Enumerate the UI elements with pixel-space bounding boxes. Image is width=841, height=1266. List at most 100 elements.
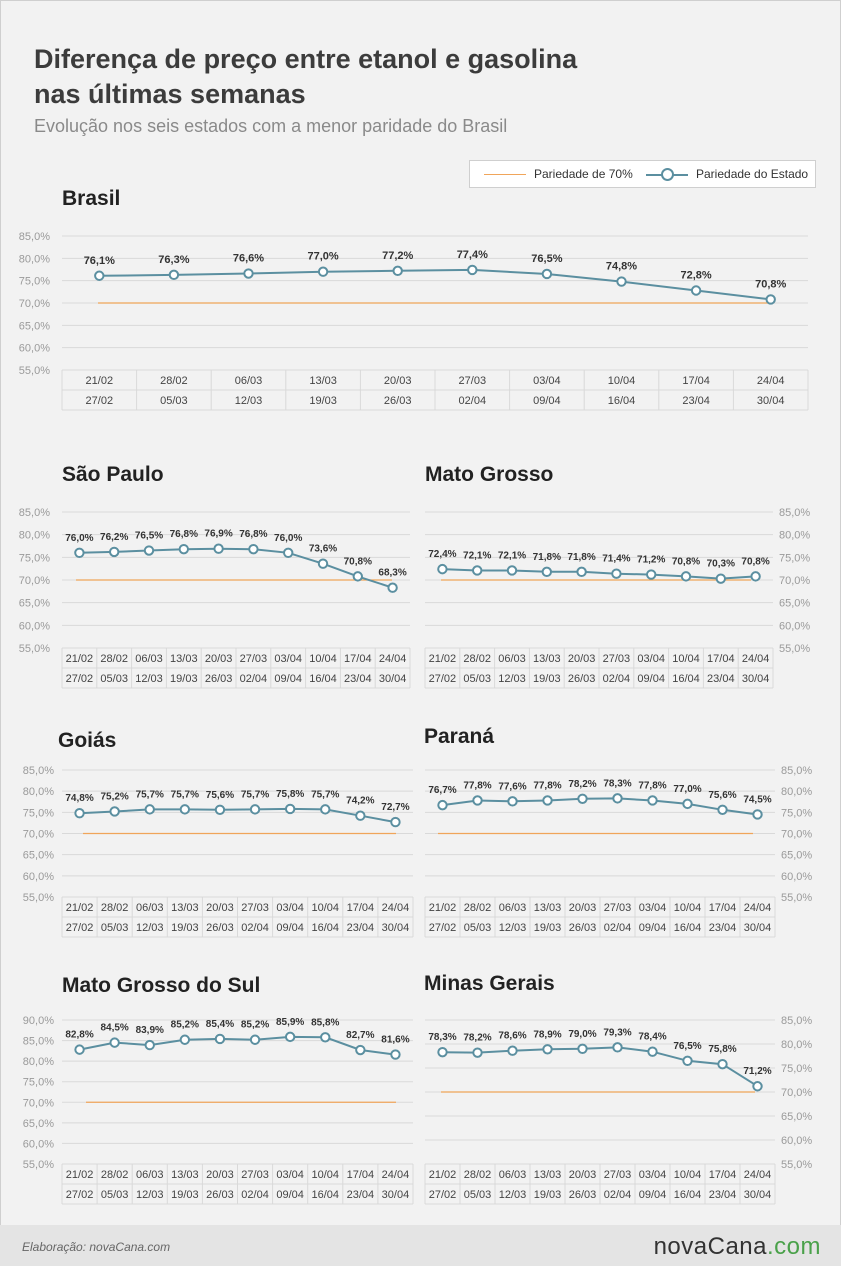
x-tick-start-sao-paulo: 20/03 xyxy=(205,653,233,665)
data-label-minas-gerais: 71,2% xyxy=(743,1066,771,1077)
x-tick-start-mato-grosso-do-sul: 17/04 xyxy=(347,1169,375,1181)
x-tick-end-goias: 30/04 xyxy=(382,922,410,934)
data-label-sao-paulo: 68,3% xyxy=(378,568,406,579)
x-tick-start-brasil: 20/03 xyxy=(384,375,412,387)
legend-reference-label: Pariedade de 70% xyxy=(534,167,633,181)
x-tick-end-mato-grosso-do-sul: 02/04 xyxy=(241,1189,269,1201)
x-tick-start-mato-grosso: 13/03 xyxy=(533,653,561,665)
x-tick-start-goias: 13/03 xyxy=(171,902,199,914)
x-tick-end-goias: 19/03 xyxy=(171,922,199,934)
x-tick-start-brasil: 28/02 xyxy=(160,375,188,387)
data-point-mato-grosso-do-sul xyxy=(320,1032,331,1043)
x-tick-start-mato-grosso: 03/04 xyxy=(637,653,665,665)
x-tick-end-sao-paulo: 26/03 xyxy=(205,673,233,685)
data-label-sao-paulo: 76,8% xyxy=(170,529,198,540)
x-tick-end-mato-grosso: 02/04 xyxy=(603,673,631,685)
y-tick-label-parana: 70,0% xyxy=(781,829,812,841)
x-tick-start-mato-grosso: 10/04 xyxy=(672,653,700,665)
x-tick-start-mato-grosso-do-sul: 10/04 xyxy=(311,1169,339,1181)
chart-title-mato-grosso-do-sul: Mato Grosso do Sul xyxy=(62,974,261,997)
data-label-mato-grosso: 72,1% xyxy=(498,550,526,561)
x-tick-start-sao-paulo: 28/02 xyxy=(100,653,128,665)
x-tick-end-parana: 09/04 xyxy=(639,922,667,934)
series-line-sao-paulo xyxy=(79,547,393,589)
x-tick-end-brasil: 09/04 xyxy=(533,395,561,407)
y-tick-label-goias: 55,0% xyxy=(23,892,54,904)
data-point-mato-grosso-do-sul xyxy=(109,1037,120,1048)
data-point-mato-grosso xyxy=(646,569,657,580)
data-point-brasil xyxy=(541,268,553,280)
x-tick-start-mato-grosso-do-sul: 20/03 xyxy=(206,1169,234,1181)
data-label-goias: 74,2% xyxy=(346,796,374,807)
y-tick-label-goias: 70,0% xyxy=(23,829,54,841)
x-tick-end-parana: 23/04 xyxy=(709,922,737,934)
y-tick-label-parana: 85,0% xyxy=(781,765,812,777)
x-tick-end-mato-grosso: 23/04 xyxy=(707,673,735,685)
data-label-goias: 72,7% xyxy=(381,802,409,813)
data-point-mato-grosso-do-sul xyxy=(74,1044,85,1055)
data-point-mato-grosso-do-sul xyxy=(179,1034,191,1045)
data-point-sao-paulo xyxy=(248,543,259,555)
data-point-mato-grosso-do-sul xyxy=(355,1044,366,1056)
data-label-minas-gerais: 78,6% xyxy=(498,1031,526,1042)
data-point-mato-grosso xyxy=(506,565,518,576)
y-tick-label-brasil: 85,0% xyxy=(19,231,50,243)
data-point-minas-gerais xyxy=(437,1046,448,1058)
data-label-minas-gerais: 78,4% xyxy=(638,1032,666,1043)
y-tick-label-minas-gerais: 60,0% xyxy=(781,1135,812,1147)
x-tick-end-parana: 05/03 xyxy=(464,922,492,934)
data-point-parana xyxy=(647,795,658,806)
x-tick-end-mato-grosso-do-sul: 23/04 xyxy=(347,1189,375,1201)
data-label-parana: 77,8% xyxy=(638,780,666,791)
data-label-brasil: 76,6% xyxy=(233,253,264,265)
x-tick-end-parana: 16/04 xyxy=(674,922,702,934)
chart-title-sao-paulo: São Paulo xyxy=(62,463,164,486)
series-line-mato-grosso xyxy=(442,568,756,580)
y-tick-label-minas-gerais: 85,0% xyxy=(781,1015,812,1027)
x-tick-start-parana: 24/04 xyxy=(744,902,772,914)
data-point-sao-paulo xyxy=(143,545,155,556)
data-point-sao-paulo xyxy=(213,543,224,554)
data-label-mato-grosso: 71,8% xyxy=(567,552,595,563)
data-label-mato-grosso-do-sul: 84,5% xyxy=(100,1023,128,1034)
data-label-parana: 77,6% xyxy=(498,781,526,792)
y-tick-label-minas-gerais: 75,0% xyxy=(781,1063,812,1075)
y-tick-label-mato-grosso: 70,0% xyxy=(779,575,810,587)
x-tick-end-mato-grosso-do-sul: 19/03 xyxy=(171,1189,199,1201)
data-point-sao-paulo xyxy=(74,547,85,558)
x-tick-start-goias: 06/03 xyxy=(136,902,164,914)
y-tick-label-mato-grosso-do-sul: 55,0% xyxy=(23,1159,54,1171)
x-tick-end-mato-grosso: 05/03 xyxy=(463,673,491,685)
data-label-mato-grosso: 71,4% xyxy=(602,554,630,565)
x-tick-end-mato-grosso: 26/03 xyxy=(568,673,596,685)
x-tick-end-minas-gerais: 27/02 xyxy=(429,1189,457,1201)
y-tick-label-goias: 85,0% xyxy=(23,765,54,777)
x-tick-end-goias: 09/04 xyxy=(276,922,304,934)
data-label-mato-grosso: 72,4% xyxy=(428,549,456,560)
chart-title-brasil: Brasil xyxy=(62,187,121,210)
data-point-parana xyxy=(507,796,518,807)
footer-credit: Elaboração: novaCana.com xyxy=(22,1240,171,1254)
data-label-mato-grosso-do-sul: 85,2% xyxy=(171,1020,199,1031)
y-tick-label-parana: 65,0% xyxy=(781,850,812,862)
x-tick-end-sao-paulo: 27/02 xyxy=(66,673,94,685)
y-tick-label-minas-gerais: 55,0% xyxy=(781,1159,812,1171)
y-tick-label-mato-grosso-do-sul: 60,0% xyxy=(23,1138,54,1150)
data-point-goias xyxy=(320,804,331,815)
y-tick-label-goias: 75,0% xyxy=(23,807,54,819)
data-point-minas-gerais xyxy=(752,1081,763,1092)
data-point-mato-grosso-do-sul xyxy=(144,1039,155,1051)
y-tick-label-goias: 80,0% xyxy=(23,786,54,798)
x-tick-end-brasil: 12/03 xyxy=(235,395,263,407)
x-tick-end-parana: 26/03 xyxy=(569,922,597,934)
data-point-mato-grosso xyxy=(611,568,622,579)
x-tick-end-goias: 23/04 xyxy=(347,922,375,934)
data-label-goias: 75,2% xyxy=(100,791,128,802)
data-point-parana xyxy=(472,795,483,806)
data-point-mato-grosso-do-sul xyxy=(284,1031,296,1043)
y-tick-label-brasil: 65,0% xyxy=(19,320,50,332)
x-tick-start-sao-paulo: 21/02 xyxy=(66,653,94,665)
y-tick-label-mato-grosso: 85,0% xyxy=(779,507,810,519)
data-label-mato-grosso-do-sul: 82,8% xyxy=(65,1030,93,1041)
x-tick-start-parana: 28/02 xyxy=(464,902,492,914)
